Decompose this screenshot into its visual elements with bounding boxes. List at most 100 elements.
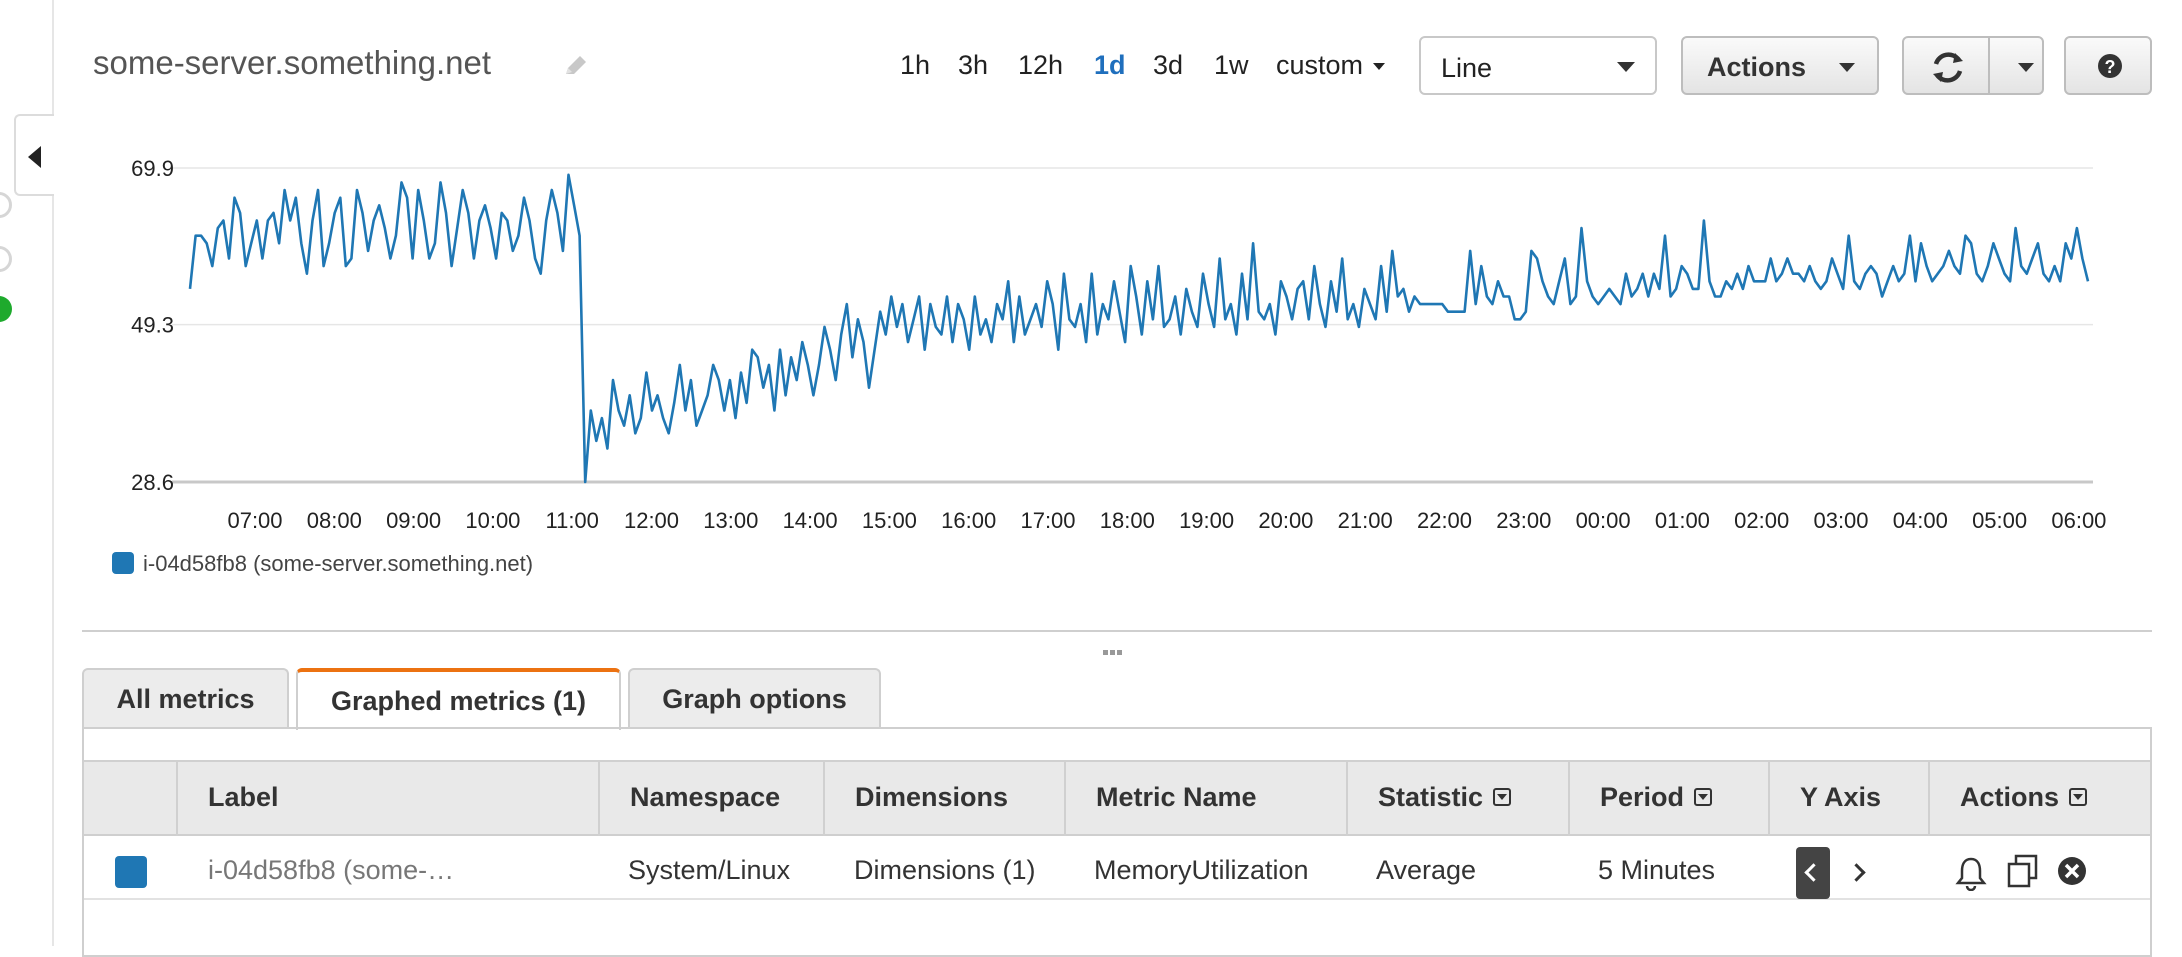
status-ok-icon [0, 296, 12, 322]
x-tick-label: 07:00 [227, 508, 282, 533]
duplicate-icon[interactable] [2005, 853, 2041, 889]
x-tick-label: 20:00 [1258, 508, 1313, 533]
x-tick-label: 12:00 [624, 508, 679, 533]
tab-graph-options[interactable]: Graph options [628, 668, 881, 728]
actions-label: Actions [1707, 52, 1807, 82]
actions-dropdown-button[interactable]: Actions [1681, 36, 1879, 95]
chevron-down-icon [1373, 63, 1386, 71]
x-tick-label: 18:00 [1100, 508, 1155, 533]
column-header-y-axis: Y Axis [1800, 782, 1882, 812]
x-tick-label: 11:00 [545, 508, 598, 533]
column-header-label[interactable]: Label [208, 782, 279, 812]
row-label-input[interactable]: i-04d58fb8 (some-… [208, 855, 455, 885]
x-tick-label: 02:00 [1734, 508, 1789, 533]
y-tick-label: 28.6 [131, 470, 174, 495]
y-tick-label: 69.9 [131, 156, 174, 181]
x-tick-label: 17:00 [1020, 508, 1075, 533]
x-tick-label: 10:00 [465, 508, 520, 533]
range-1h-link[interactable]: 1h [900, 50, 931, 80]
chart-type-value: Line [1441, 53, 1493, 83]
x-tick-label: 15:00 [862, 508, 917, 533]
row-metric-name: MemoryUtilization [1094, 855, 1309, 885]
bell-icon[interactable] [1955, 855, 1987, 891]
refresh-options-dropdown[interactable] [1988, 36, 2044, 95]
statistic-header-label: Statistic [1378, 782, 1484, 812]
chart-type-select[interactable]: Line [1419, 36, 1657, 95]
refresh-icon [1933, 52, 1963, 83]
custom-range-dropdown[interactable]: custom [1276, 50, 1386, 81]
refresh-button[interactable] [1902, 36, 1990, 95]
range-3h-link[interactable]: 3h [958, 50, 989, 80]
period-header-label: Period [1600, 782, 1685, 812]
x-tick-label: 13:00 [703, 508, 758, 533]
column-divider [1064, 760, 1066, 836]
row-dimensions-link[interactable]: Dimensions (1) [854, 855, 1036, 885]
column-header-dimensions[interactable]: Dimensions [855, 782, 1009, 812]
column-header-metric-name[interactable]: Metric Name [1096, 782, 1257, 812]
question-icon: ? [2098, 54, 2122, 78]
pencil-icon[interactable] [562, 52, 590, 80]
series-line [188, 173, 2090, 484]
dropdown-square-icon[interactable] [2069, 787, 2088, 806]
chevron-down-icon [1617, 62, 1635, 72]
memory-utilization-chart: 69.9 49.3 28.6 07:00 08:00 09:00 10:00 11:00 12… [131, 156, 2106, 533]
tab-all-metrics[interactable]: All metrics [82, 668, 289, 728]
collapse-sidebar-button[interactable] [14, 114, 54, 196]
x-tick-label: 01:00 [1655, 508, 1710, 533]
series-color-swatch[interactable] [115, 856, 147, 888]
column-divider [1928, 760, 1930, 836]
column-divider [1346, 760, 1348, 836]
x-tick-label: 21:00 [1338, 508, 1393, 533]
y-axis-left-button[interactable] [1796, 847, 1830, 899]
row-divider [84, 898, 2150, 900]
legend-entry: i-04d58fb8 (some-server.something.net) [143, 551, 534, 576]
range-1d-link[interactable]: 1d [1094, 50, 1126, 80]
dropdown-square-icon[interactable] [1694, 787, 1713, 806]
column-divider [823, 760, 825, 836]
x-tick-label: 04:00 [1893, 508, 1948, 533]
table-header-row [84, 760, 2150, 836]
x-tick-label: 22:00 [1417, 508, 1472, 533]
column-divider [1768, 760, 1770, 836]
column-divider [598, 760, 600, 836]
x-tick-label: 09:00 [386, 508, 441, 533]
svg-text:?: ? [2105, 57, 2116, 77]
range-1w-link[interactable]: 1w [1214, 50, 1249, 80]
legend-color-swatch [112, 552, 134, 574]
column-divider [1568, 760, 1570, 836]
actions-header-label: Actions [1960, 782, 2060, 812]
chevron-right-icon [1847, 863, 1866, 882]
chevron-left-icon [1804, 863, 1823, 882]
y-tick-label: 49.3 [131, 313, 174, 338]
help-button[interactable]: ? [2064, 36, 2152, 95]
remove-icon[interactable] [2056, 855, 2088, 887]
range-3d-link[interactable]: 3d [1153, 50, 1184, 80]
x-tick-label: 23:00 [1496, 508, 1551, 533]
column-header-statistic[interactable]: Statistic [1378, 782, 1512, 813]
x-tick-label: 19:00 [1179, 508, 1234, 533]
column-header-actions[interactable]: Actions [1960, 782, 2088, 813]
row-period-select[interactable]: 5 Minutes [1598, 855, 1716, 885]
page-title: some-server.something.net [93, 44, 492, 81]
x-tick-label: 16:00 [941, 508, 996, 533]
range-12h-link[interactable]: 12h [1018, 50, 1064, 80]
x-tick-label: 05:00 [1972, 508, 2027, 533]
x-tick-label: 03:00 [1813, 508, 1868, 533]
custom-range-label: custom [1276, 50, 1364, 80]
column-divider [176, 760, 178, 836]
drag-handle-icon[interactable] [1103, 642, 1125, 655]
chevron-down-icon [2018, 63, 2034, 72]
row-statistic-select[interactable]: Average [1376, 855, 1477, 885]
panel-splitter[interactable] [82, 630, 2152, 632]
x-tick-label: 14:00 [783, 508, 838, 533]
y-axis-right-button[interactable] [1842, 847, 1876, 899]
left-panel-border [52, 0, 54, 946]
caret-left-icon [28, 146, 41, 168]
tab-graphed-metrics[interactable]: Graphed metrics (1) [296, 668, 621, 730]
x-tick-label: 08:00 [307, 508, 362, 533]
chevron-down-icon [1839, 63, 1855, 72]
column-header-period[interactable]: Period [1600, 782, 1713, 813]
column-header-namespace[interactable]: Namespace [630, 782, 781, 812]
row-namespace: System/Linux [628, 855, 791, 885]
dropdown-square-icon[interactable] [1493, 787, 1512, 806]
